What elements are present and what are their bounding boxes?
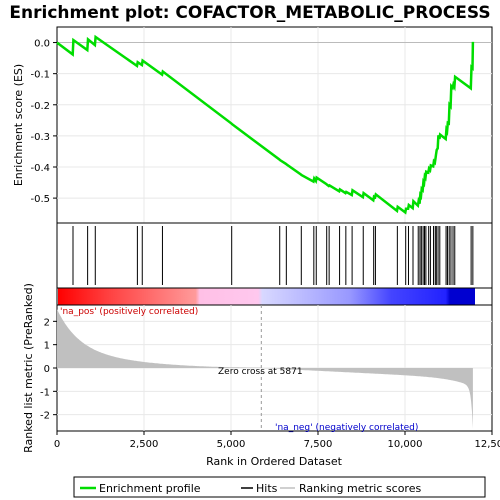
es-tick-label: -0.3 — [30, 132, 50, 143]
legend-box — [73, 476, 486, 498]
zero-cross-label: Zero cross at 5871 — [218, 367, 303, 377]
chart-title: Enrichment plot: COFACTOR_METABOLIC_PROC… — [9, 3, 490, 23]
x-tick-label: 0 — [54, 439, 60, 450]
metric-tick-label: -1 — [40, 387, 50, 398]
negative-correlation-label: 'na_neg' (negatively correlated) — [275, 423, 418, 433]
metric-axis-label: Ranked list metric (PreRanked) — [22, 283, 35, 453]
x-axis-label: Rank in Ordered Dataset — [206, 455, 343, 468]
positive-correlation-label: 'na_pos' (positively correlated) — [60, 307, 198, 317]
x-tick-label: 10,000 — [388, 439, 423, 450]
x-tick-label: 2,500 — [130, 439, 159, 450]
es-tick-label: -0.1 — [30, 70, 50, 81]
metric-tick-label: 1 — [44, 341, 50, 352]
x-axis-ticks: 0 2,500 5,000 7,500 10,000 12,500 — [54, 431, 500, 450]
x-tick-label: 12,500 — [475, 439, 500, 450]
x-tick-label: 5,000 — [217, 439, 246, 450]
metric-y-ticks: 2 1 0 -1 -2 — [40, 317, 57, 422]
es-tick-label: 0.0 — [34, 39, 50, 50]
metric-tick-label: -2 — [40, 411, 50, 422]
legend-hits-label: Hits — [256, 482, 278, 495]
es-tick-label: -0.2 — [30, 101, 50, 112]
ranking-metric-area — [57, 309, 473, 429]
legend-profile-label: Enrichment profile — [99, 482, 201, 495]
es-gridlines — [57, 27, 492, 223]
metric-tick-label: 2 — [44, 317, 50, 328]
enrichment-profile-line — [56, 34, 475, 215]
legend: Enrichment profile Hits Ranking metric s… — [73, 476, 486, 498]
es-y-ticks: 0.0 -0.1 -0.2 -0.3 -0.4 -0.5 — [30, 39, 57, 205]
metric-tick-label: 0 — [44, 364, 50, 375]
hit-markers — [72, 226, 474, 285]
legend-metric-label: Ranking metric scores — [299, 482, 421, 495]
x-tick-label: 7,500 — [304, 439, 333, 450]
hits-panel-frame — [56, 222, 493, 289]
rank-gradient-bar — [58, 288, 475, 305]
es-tick-label: -0.4 — [30, 163, 50, 174]
es-axis-label: Enrichment score (ES) — [12, 64, 25, 186]
es-tick-label: -0.5 — [30, 194, 50, 205]
